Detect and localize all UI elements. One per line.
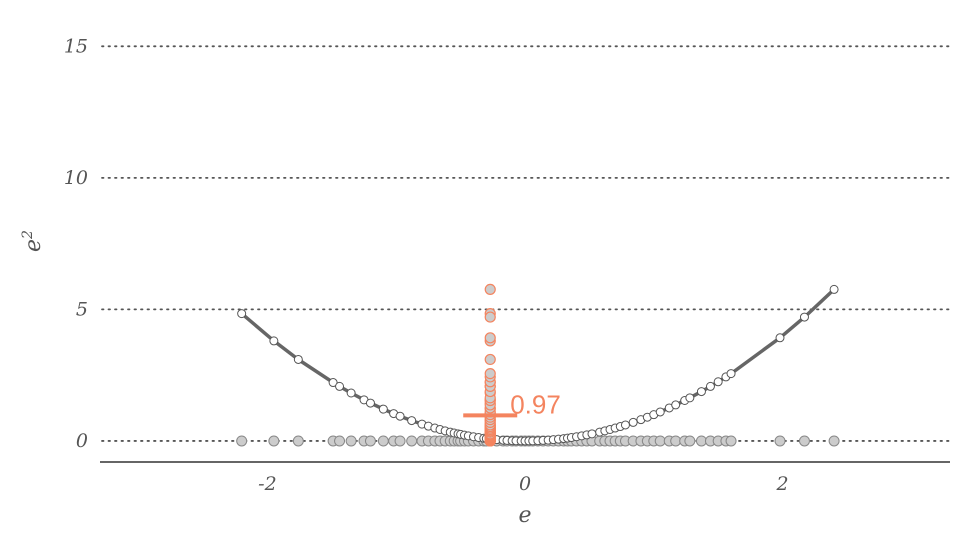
squared-residual-point bbox=[705, 381, 715, 391]
residual-point bbox=[828, 435, 840, 447]
squared-residual-point bbox=[799, 312, 809, 322]
y-tick-label: 0 bbox=[76, 430, 88, 452]
residual-point bbox=[654, 435, 666, 447]
squared-residual-point bbox=[829, 284, 839, 294]
x-tick-label: 2 bbox=[776, 473, 789, 495]
gridlines bbox=[101, 45, 951, 442]
x-tick-label: -2 bbox=[258, 473, 277, 495]
y-tick-labels: 0 5 10 15 bbox=[64, 35, 88, 452]
residual-point bbox=[798, 435, 810, 447]
y-tick-label: 15 bbox=[64, 35, 88, 57]
residual-point bbox=[725, 435, 737, 447]
squared-residual-point bbox=[335, 381, 345, 391]
residual-point bbox=[377, 435, 389, 447]
squared-residual-point bbox=[775, 333, 785, 343]
squared-residual-point bbox=[407, 416, 417, 426]
projected-squared-point bbox=[484, 368, 496, 380]
residual-point bbox=[695, 435, 707, 447]
residual-point bbox=[236, 435, 248, 447]
residual-point bbox=[394, 435, 406, 447]
x-tick-labels: -2 0 2 bbox=[258, 473, 788, 495]
residual-point bbox=[670, 435, 682, 447]
squared-residual-point bbox=[237, 309, 247, 319]
residual-point bbox=[364, 435, 376, 447]
residual-point bbox=[268, 435, 280, 447]
squared-residual-point bbox=[346, 388, 356, 398]
squared-residual-point bbox=[269, 336, 279, 346]
projected-squared-points bbox=[484, 283, 496, 447]
squared-residual-point bbox=[365, 398, 375, 408]
squared-residual-point bbox=[328, 378, 338, 388]
squared-residual-point bbox=[696, 387, 706, 397]
projected-squared-point bbox=[484, 332, 496, 344]
residual-point bbox=[684, 435, 696, 447]
x-axis-title: e bbox=[518, 503, 531, 528]
y-axis-title-base: e bbox=[21, 239, 46, 252]
squared-residual-point bbox=[655, 407, 665, 417]
squared-residual-point bbox=[685, 393, 695, 403]
y-tick-label: 10 bbox=[64, 167, 88, 189]
squared-residual-point bbox=[293, 354, 303, 364]
projected-squared-point bbox=[484, 353, 496, 366]
projected-squared-point bbox=[484, 311, 496, 323]
y-tick-label: 5 bbox=[76, 298, 88, 320]
mean-value-label: 0.97 bbox=[510, 389, 561, 419]
residual-point bbox=[774, 435, 786, 447]
y-axis-title: e2 bbox=[20, 230, 46, 252]
residual-point bbox=[292, 435, 304, 447]
residual-point bbox=[334, 435, 346, 447]
residual-point bbox=[406, 435, 418, 447]
squared-residual-point bbox=[671, 400, 681, 410]
x-tick-label: 0 bbox=[519, 473, 531, 495]
squared-residual-point bbox=[395, 411, 405, 421]
y-axis-title-exponent: 2 bbox=[20, 230, 36, 240]
squared-residual-points bbox=[237, 284, 839, 446]
squared-residual-point bbox=[726, 369, 736, 379]
squared-residual-point bbox=[587, 429, 597, 439]
residual-point bbox=[345, 435, 357, 447]
squared-residual-point bbox=[378, 404, 388, 414]
projected-squared-point bbox=[484, 283, 496, 296]
squared-residual-point bbox=[620, 420, 630, 430]
squared-residual-point bbox=[713, 377, 723, 387]
squared-residual-point bbox=[628, 417, 638, 427]
